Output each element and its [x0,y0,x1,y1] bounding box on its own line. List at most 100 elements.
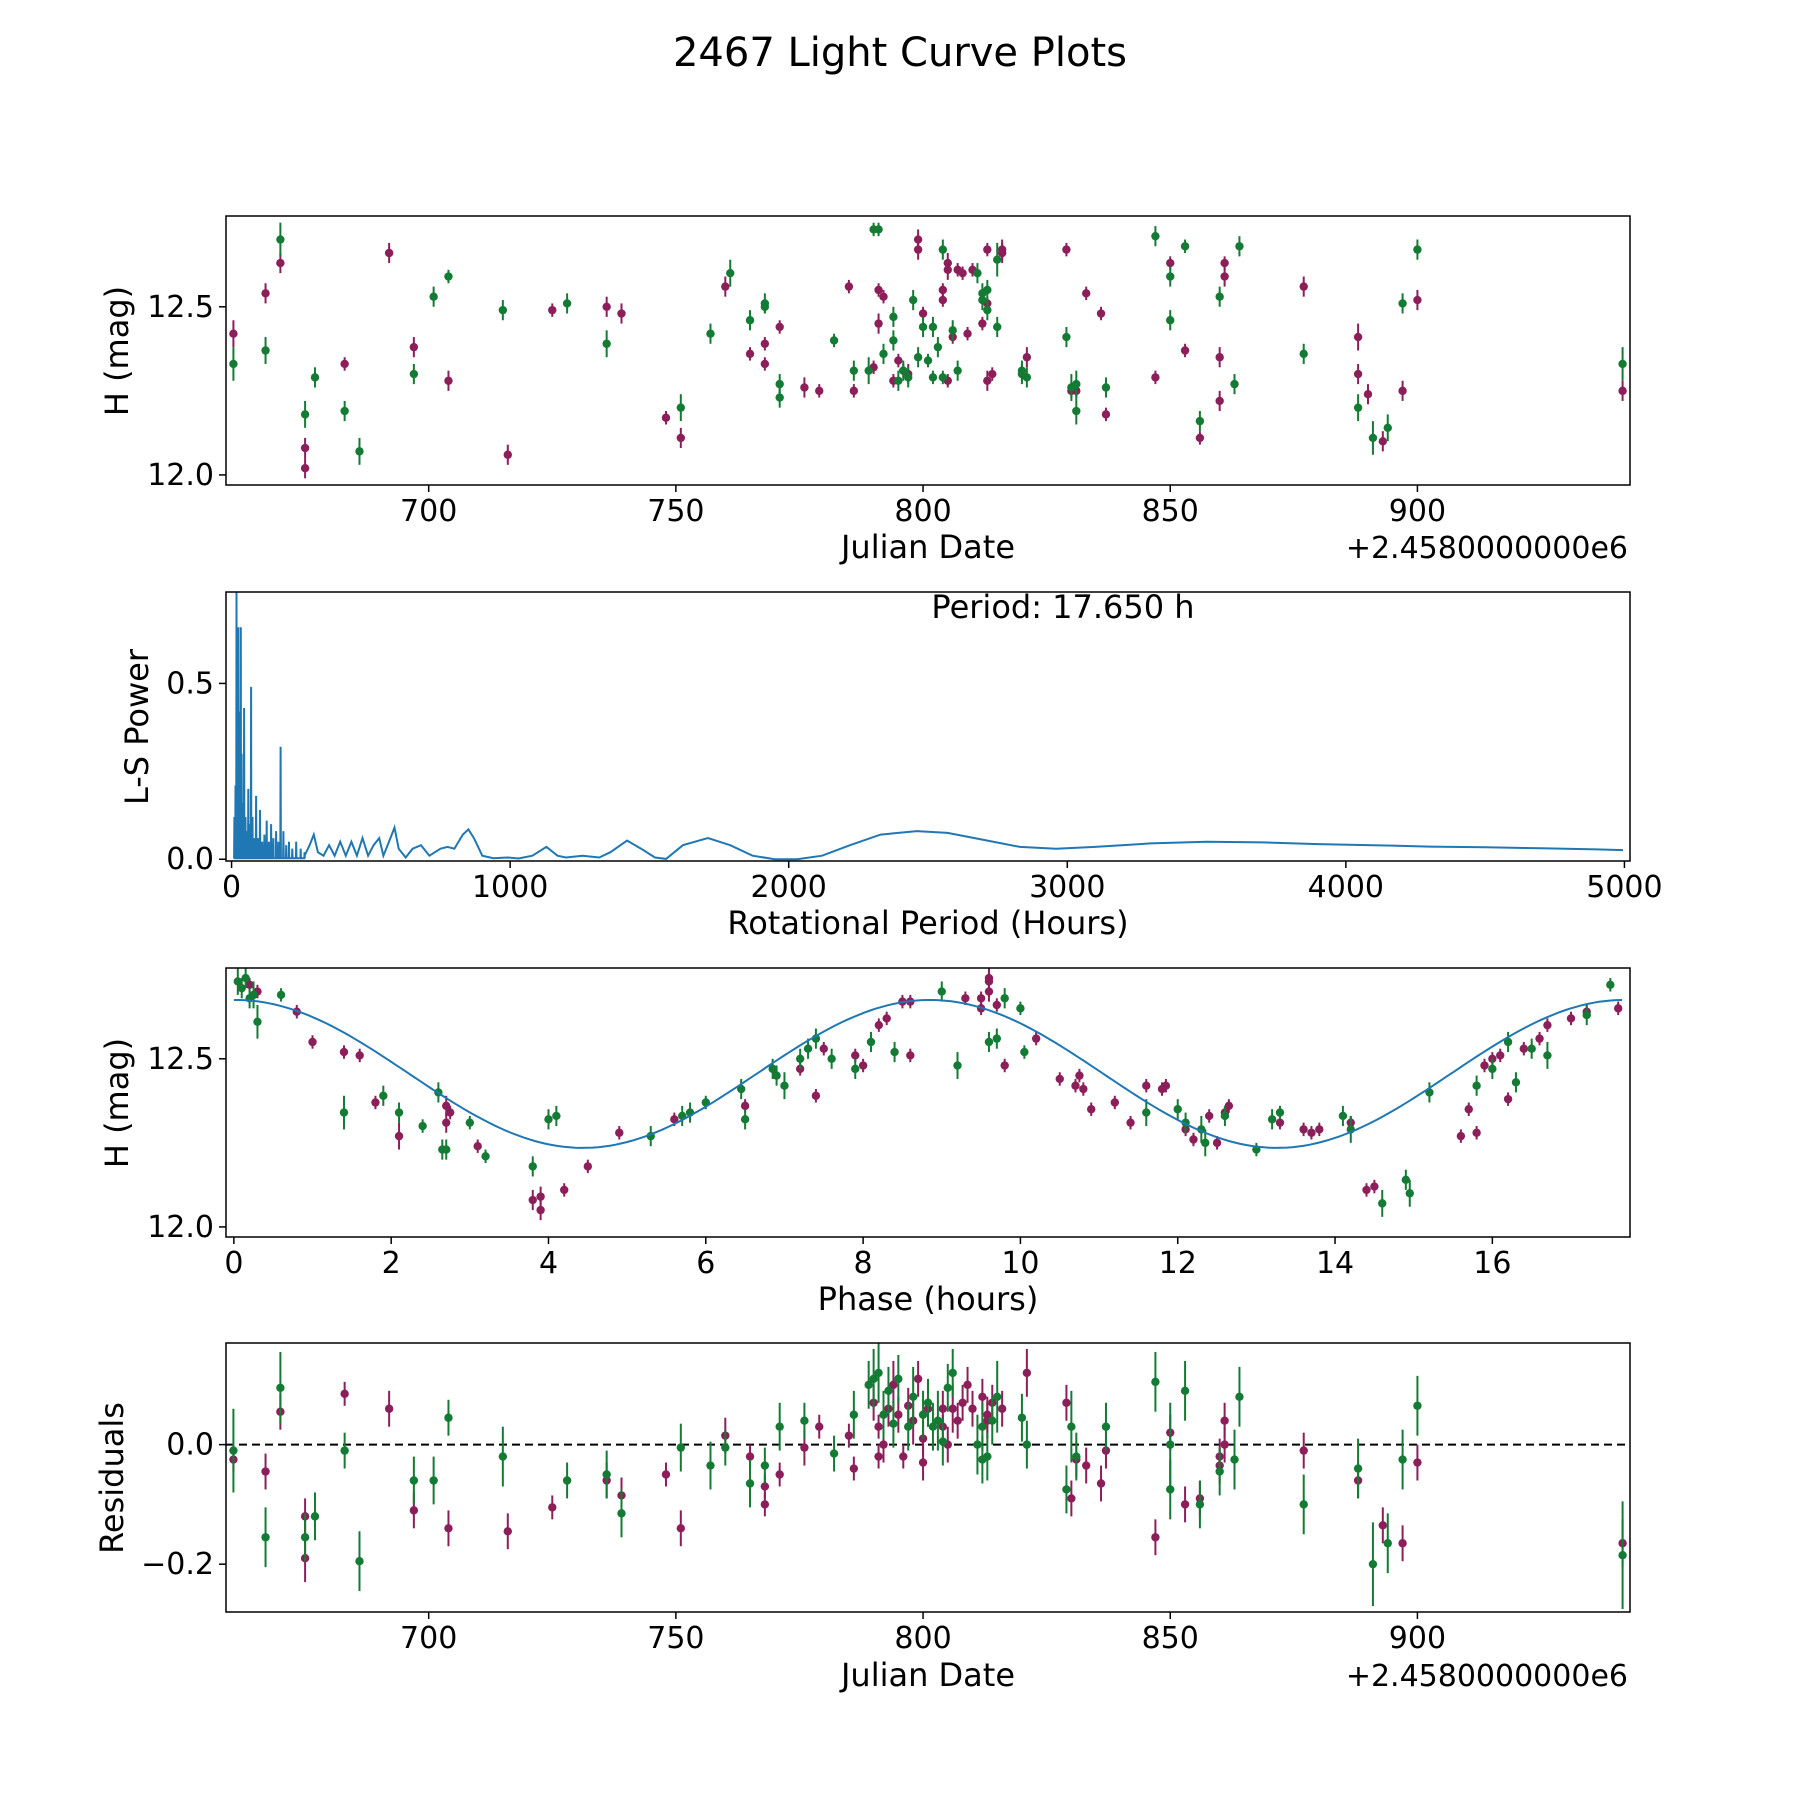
phase-folded-point [1212,1138,1222,1148]
light-curve-point [562,299,572,308]
residuals-point [676,1443,686,1452]
light-curve-point [913,353,923,362]
light-curve-point [874,285,883,295]
residuals-point [1413,1401,1422,1410]
residuals-point [1618,1551,1627,1560]
phase-folded-point [1378,1199,1387,1208]
residuals-point [904,1422,913,1431]
light-curve-point [1398,386,1407,396]
phase-folded-point [253,1017,262,1026]
light-curve-point [1215,353,1224,362]
residuals-point [1353,1464,1363,1473]
residuals-point [355,1556,364,1566]
phase-folded-point [1000,994,1009,1003]
light-curve-point [933,342,943,352]
phase-folded-xtick-label: 14 [1316,1246,1354,1281]
periodogram-ylabel: L-S Power [118,648,156,805]
phase-folded-point [1511,1078,1521,1087]
residuals-point [918,1434,928,1443]
phase-folded-point [465,1118,475,1127]
light-curve-point [1072,379,1081,389]
light-curve-point [340,406,349,416]
phase-folded-xtick-label: 10 [1001,1246,1039,1281]
periodogram-xlabel: Rotational Period (Hours) [727,904,1128,942]
residuals-point [1062,1485,1071,1494]
phase-folded-point [249,990,258,1000]
light-curve-point [1383,423,1392,433]
phase-folded-xtick-label: 2 [382,1246,401,1281]
figure-title: 2467 Light Curve Plots [673,30,1127,76]
light-curve-point [988,369,997,379]
light-curve-point [1166,316,1175,325]
light-curve-point [1353,332,1363,342]
light-curve-point [676,433,686,443]
residuals-point [1067,1494,1076,1503]
light-curve-point [953,366,962,375]
residuals-point [874,1368,883,1378]
residuals-point [973,1440,982,1449]
phase-folded-point [1488,1064,1497,1074]
phase-folded-point [811,1091,821,1100]
phase-folded-point [394,1108,404,1117]
light-curve-point [928,373,938,382]
phase-folded-point [560,1185,569,1195]
residuals-point [864,1380,873,1390]
phase-folded-point [1464,1105,1473,1114]
light-curve-point [908,295,918,305]
light-curve-point [958,268,967,278]
light-curve-point [310,373,320,382]
residuals-point [983,1452,992,1461]
light-curve-xlabel: Julian Date [839,528,1015,566]
residuals-point [908,1392,918,1402]
phase-folded-point [473,1142,482,1151]
phase-folded-point [1087,1105,1096,1114]
phase-folded-point [237,983,246,993]
phase-folded-point [984,1037,994,1047]
residuals-point [503,1527,512,1536]
light-curve-point [1353,369,1363,379]
residuals-point [1299,1446,1308,1455]
light-curve-point [844,282,854,291]
light-curve-point [963,329,972,338]
light-curve-point [879,292,888,301]
light-curve-point [1368,433,1378,443]
light-curve-point [384,248,394,258]
light-curve-point [1215,292,1224,301]
light-curve-point [904,373,913,382]
residuals-point [938,1404,948,1413]
phase-folded-point [1535,1034,1544,1043]
phase-folded-point [1472,1128,1481,1137]
light-curve-point [745,349,755,359]
phase-folded-point [866,1037,876,1047]
light-curve-point [1363,390,1373,399]
periodogram-plot-area: 0 1000 2000 3000 4000 5000 0.0 0.5 [166,591,1663,905]
residuals-point [1101,1422,1111,1431]
phase-folded-point [1161,1081,1171,1090]
phase-folded-point [772,1071,781,1080]
light-curve-point [889,312,898,322]
residuals-point [894,1374,903,1384]
residuals-point [1368,1559,1378,1569]
residuals-ytick-label: 0.0 [166,1428,214,1463]
light-curve-point [913,235,923,244]
light-curve-point [894,356,903,365]
residuals-point [676,1524,686,1533]
residuals-point [261,1533,270,1542]
light-curve-point [1413,295,1422,305]
light-curve-ytick-label: 12.5 [147,290,214,325]
phase-folded-point [984,973,994,983]
light-curve-point [548,305,557,315]
phase-folded-point [819,1044,828,1053]
phase-folded-point [418,1121,427,1131]
residuals-point [1220,1440,1229,1449]
phase-folded-xtick-label: 16 [1473,1246,1511,1281]
periodogram-xtick-label: 2000 [751,870,827,905]
phase-folded-point [276,990,286,1000]
periodogram-xtick-label: 3000 [1029,870,1105,905]
phase-folded-point [528,1195,537,1205]
residuals-point [498,1452,508,1461]
residuals-point [879,1440,888,1449]
light-curve-point [983,245,992,254]
light-curve-xtick-label: 800 [894,494,951,529]
residuals-point [706,1461,715,1470]
